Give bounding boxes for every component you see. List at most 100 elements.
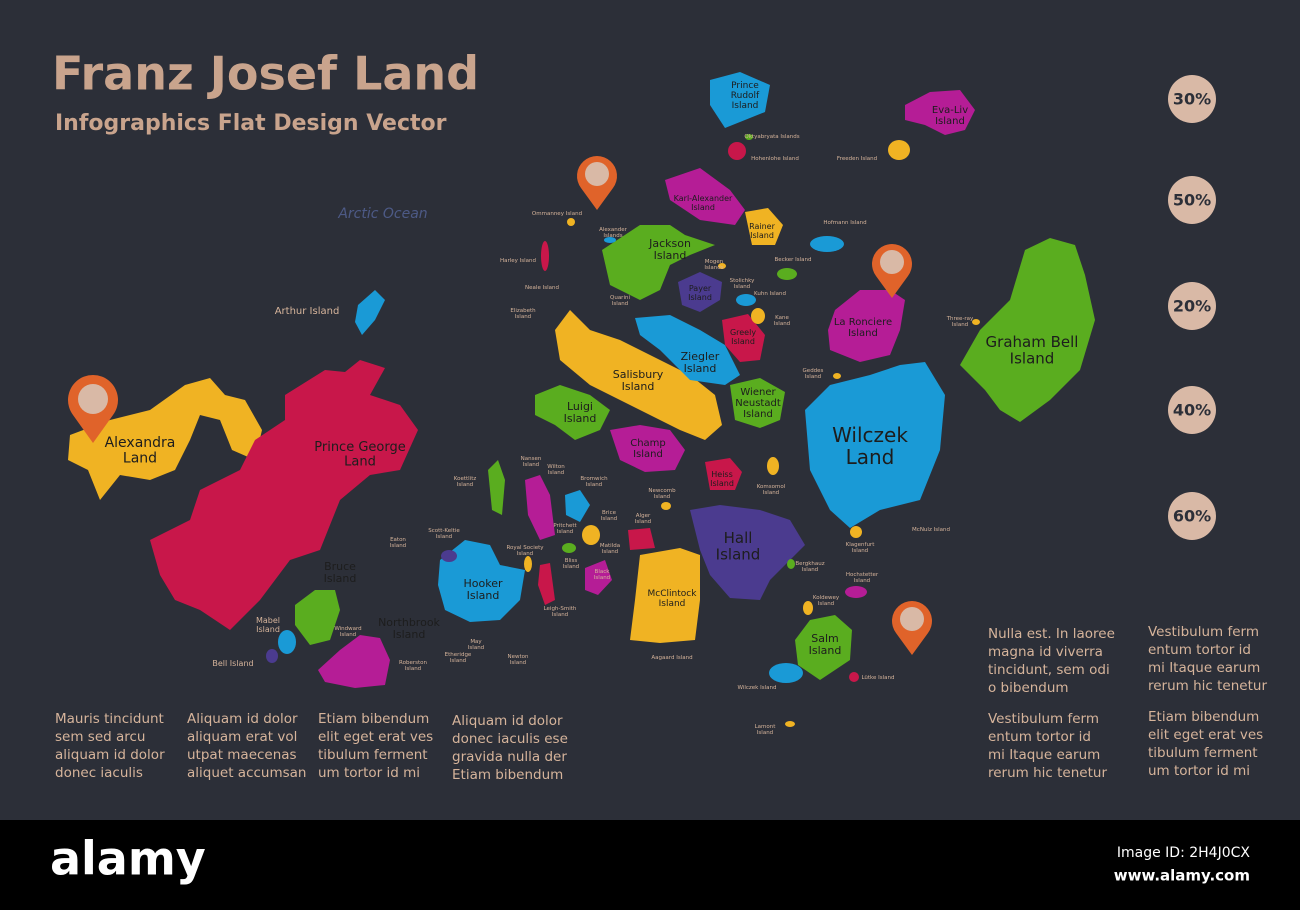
island-shape [745, 208, 783, 245]
map-pin [892, 601, 932, 655]
note-line: um tortor id mi [1148, 763, 1250, 779]
note-line: entum tortor id [988, 729, 1091, 745]
minor-island-label: May Island [468, 639, 484, 651]
island-shape [278, 630, 296, 654]
island-label: Arthur Island [275, 306, 340, 317]
minor-island-label: Scott-Keltie Island [428, 528, 460, 540]
note-line: rerum hic tenetur [1148, 678, 1267, 694]
minor-island-label: Becker Island [775, 257, 812, 263]
island-shape [665, 168, 745, 225]
map-pin [577, 156, 617, 210]
note-line: donec iaculis ese [452, 731, 568, 747]
minor-island-label: Hohenlohe Island [751, 156, 799, 162]
minor-island-label: Koldewey Island [813, 595, 840, 607]
note-line: entum tortor id [1148, 642, 1251, 658]
note-line: utpat maecenas [187, 747, 297, 763]
island-shape [678, 272, 722, 312]
minor-island-label: Mogen Islands [704, 259, 723, 271]
island-label: Bell Island [212, 659, 253, 668]
islands [68, 72, 1095, 727]
island-label: Greely Island [730, 328, 756, 346]
note-line: mi Itaque earum [988, 747, 1100, 763]
island-label: Ziegler Island [681, 350, 720, 375]
title: Franz Josef Land [52, 47, 479, 101]
island-shape [850, 526, 862, 538]
note-line: elit eget erat ves [1148, 727, 1263, 743]
minor-island-label: Koettlitz Island [454, 476, 477, 488]
percent-label: 50% [1173, 191, 1211, 210]
minor-island-label: Freeden Island [837, 156, 877, 162]
minor-island-label: Wilczek Island [738, 685, 777, 691]
minor-island-label: Komsomol Island [757, 484, 786, 496]
island-shape [661, 502, 671, 510]
percent-badge [1168, 386, 1216, 434]
island-shape [745, 134, 753, 140]
minor-island-label: Bliss Island [563, 558, 579, 570]
minor-island-label: Leigh-Smith Island [544, 606, 577, 618]
note-line: Etiam bibendum [452, 767, 563, 783]
island-shape [795, 615, 852, 680]
minor-island-label: Aagaard Island [651, 655, 692, 661]
subtitle: Infographics Flat Design Vector [55, 111, 447, 136]
island-shape [525, 475, 555, 540]
island-shape [972, 319, 980, 325]
minor-island-label: Quarini Island [610, 295, 630, 307]
minor-island-label: Lütke Island [861, 675, 894, 681]
island-shape [628, 528, 655, 550]
island-shape [68, 378, 262, 500]
minor-island-label: Etheridge Island [445, 652, 472, 664]
island-label: Hall Island [716, 529, 761, 564]
note-line: Aliquam id dolor [187, 711, 298, 727]
island-shape [803, 601, 813, 615]
minor-island-label: Oktyabryata Islands [744, 134, 799, 140]
island-shape [736, 294, 756, 306]
island-shape [810, 236, 844, 252]
island-label: Payer Island [688, 284, 712, 302]
minor-island-label: Alexander Islands [599, 227, 628, 239]
island-shape [585, 560, 612, 595]
minor-island-label: Royal Society Island [506, 545, 544, 557]
island-shape [769, 663, 803, 683]
island-shape [150, 360, 418, 630]
note-line: mi Itaque earum [1148, 660, 1260, 676]
minor-island-label: Pritchett Island [553, 523, 577, 535]
island-shape [728, 142, 746, 160]
island-shape [730, 378, 785, 428]
percent-label: 60% [1173, 507, 1211, 526]
minor-island-label: McNulz Island [912, 527, 950, 533]
island-shape [582, 525, 600, 545]
island-labels: Prince Rudolf Island Eva-Liv Island Karl-Alex… [105, 81, 1079, 736]
island-shape [355, 290, 385, 335]
island-shape [266, 649, 278, 663]
map-pin [68, 375, 118, 443]
note-line: sem sed arcu [55, 729, 146, 745]
island-label: Hooker Island [464, 577, 503, 602]
minor-island-label: Wilton Island [547, 464, 565, 476]
island-label: Salm Island [809, 632, 842, 657]
minor-island-label: Ommanney Island [532, 211, 582, 217]
note-line: donec iaculis [55, 765, 143, 781]
minor-island-label: Lamont Island [755, 724, 777, 736]
island-shape [602, 225, 715, 300]
island-shape [295, 590, 340, 645]
island-shape [690, 505, 805, 600]
percent-badge [1168, 282, 1216, 330]
percent-badge [1168, 492, 1216, 540]
note-line: gravida nulla der [452, 749, 567, 765]
note-line: magna id viverra [988, 644, 1103, 660]
island-shape [616, 278, 624, 286]
minor-island-label: Newcomb Island [648, 488, 676, 500]
minor-island-label: Alger Island [635, 513, 651, 525]
footer-bar [0, 820, 1300, 910]
text-notes: Mauris tincidunt sem sed arcu aliquam id d… [55, 624, 1267, 783]
island-shape [535, 385, 610, 440]
map-pin [872, 244, 912, 298]
island-shape [787, 559, 795, 569]
island-shape [565, 490, 590, 522]
island-shape [845, 586, 867, 598]
island-label: Salisbury Island [613, 368, 664, 393]
island-label: Prince Rudolf Island [731, 81, 760, 111]
minor-island-label: Three-ray Island [946, 316, 974, 328]
island-label: Northbrook Island [378, 616, 440, 641]
island-label: Heiss Island [710, 470, 734, 488]
